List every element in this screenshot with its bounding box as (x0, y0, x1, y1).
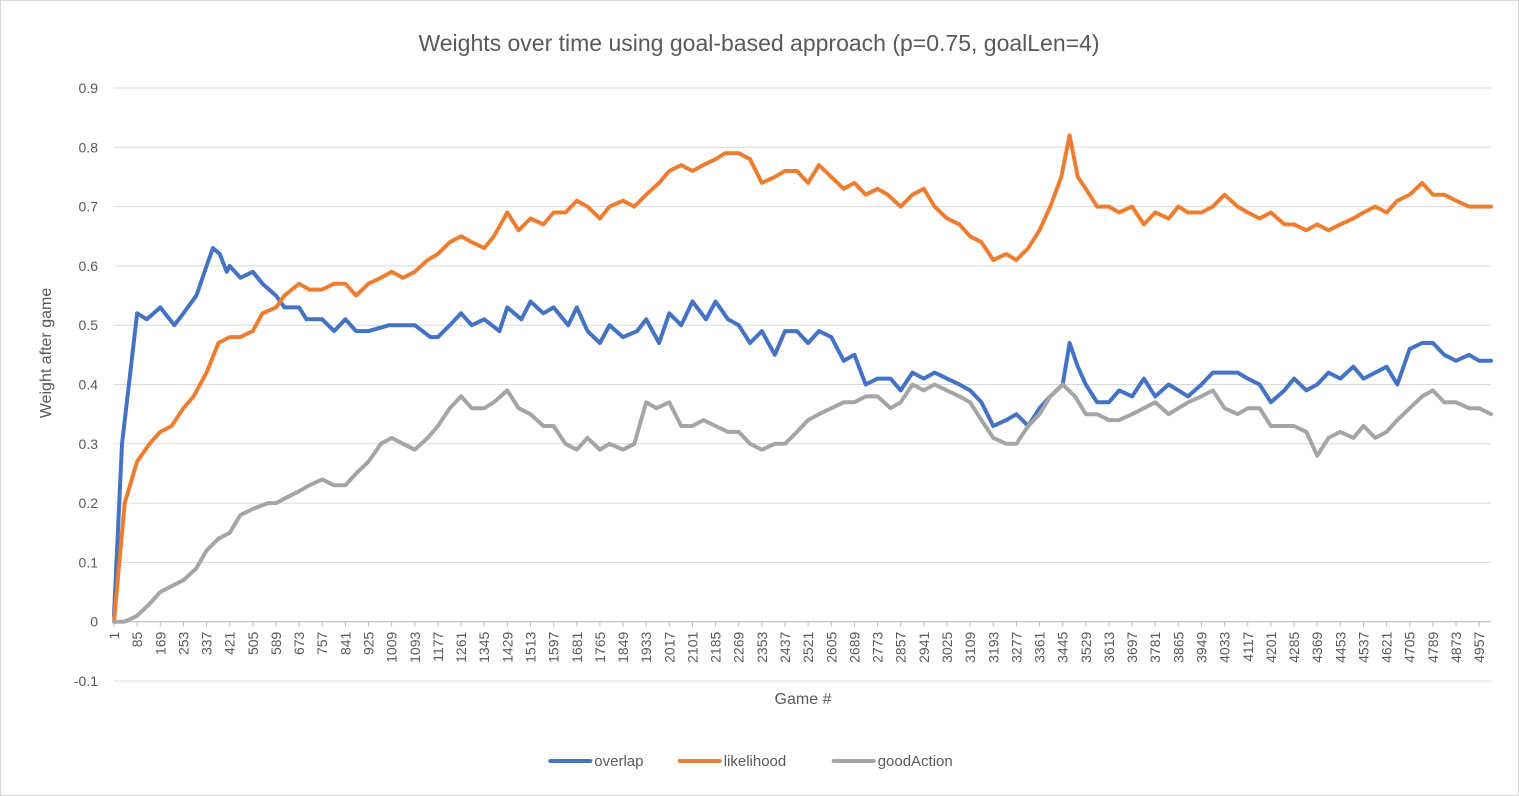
x-tick-label: 1261 (453, 631, 469, 662)
x-tick-label: 1009 (384, 631, 400, 662)
x-tick-label: 4705 (1402, 631, 1418, 662)
x-tick-label: 1093 (407, 631, 423, 662)
y-tick-label: 0.5 (79, 317, 99, 333)
x-tick-label: 2101 (684, 631, 700, 662)
y-tick-label: 0.6 (79, 258, 99, 274)
x-tick-label: 4033 (1217, 631, 1233, 662)
x-tick-label: 2857 (893, 631, 909, 662)
y-tick-label: -0.1 (74, 673, 98, 689)
x-tick-label: 2689 (846, 631, 862, 662)
x-tick-label: 589 (268, 631, 284, 655)
x-tick-label: 1765 (592, 631, 608, 662)
x-tick-label: 2605 (823, 631, 839, 662)
x-tick-label: 4873 (1448, 631, 1464, 662)
x-tick-label: 2269 (731, 631, 747, 662)
x-tick-label: 3697 (1124, 631, 1140, 662)
x-tick-label: 673 (291, 631, 307, 655)
x-tick-label: 1177 (430, 631, 446, 661)
x-tick-label: 421 (222, 631, 238, 655)
x-tick-label: 3529 (1078, 631, 1094, 662)
x-tick-label: 505 (245, 631, 261, 655)
x-tick-label: 3613 (1101, 631, 1117, 662)
x-tick-label: 1933 (638, 631, 654, 662)
x-tick-label: 3025 (939, 631, 955, 662)
x-tick-label: 85 (129, 631, 145, 647)
x-tick-label: 925 (361, 631, 377, 655)
legend-label-goodAction: goodAction (878, 753, 953, 770)
x-tick-label: 253 (175, 631, 191, 655)
legend-label-likelihood: likelihood (724, 753, 787, 770)
x-tick-label: 3445 (1055, 631, 1071, 662)
x-tick-label: 4201 (1263, 631, 1279, 662)
y-tick-label: 0.4 (79, 377, 99, 393)
x-tick-label: 1429 (499, 631, 515, 662)
x-tick-label: 2353 (754, 631, 770, 662)
y-tick-label: 0.1 (79, 554, 99, 570)
y-axis-title: Weight after game (38, 288, 55, 419)
x-tick-label: 2521 (800, 631, 816, 662)
x-tick-label: 841 (337, 631, 353, 655)
x-tick-label: 3193 (985, 631, 1001, 662)
legend: overlap likelihood goodAction (548, 753, 953, 770)
x-tick-label: 2017 (661, 631, 677, 662)
x-tick-label: 1 (106, 631, 122, 639)
x-tick-label: 4369 (1309, 631, 1325, 662)
x-tick-label: 1597 (546, 631, 562, 662)
series-line-overlap (112, 246, 1493, 618)
x-tick-label: 4537 (1355, 631, 1371, 662)
x-tick-label: 1345 (476, 631, 492, 662)
x-tick-label: 3865 (1170, 631, 1186, 662)
legend-label-overlap: overlap (594, 753, 643, 770)
x-tick-label: 1681 (569, 631, 585, 662)
x-tick-label: 2437 (777, 631, 793, 662)
y-tick-label: 0.9 (79, 80, 99, 96)
x-tick-label: 1849 (615, 631, 631, 662)
x-tick-label: 169 (152, 631, 168, 655)
x-tick-label: 4117 (1240, 631, 1256, 661)
x-tick-label: 2773 (870, 631, 886, 662)
x-tick-label: 2185 (708, 631, 724, 662)
x-tick-label: 4285 (1286, 631, 1302, 662)
x-tick-label: 3781 (1147, 631, 1163, 662)
series-line-likelihood (112, 133, 1493, 624)
y-tick-label: 0.2 (79, 495, 99, 511)
x-tick-label: 3949 (1193, 631, 1209, 662)
y-tick-label: 0.8 (79, 139, 99, 155)
x-tick-label: 3109 (962, 631, 978, 662)
series-line-goodAction (112, 382, 1493, 624)
x-tick-label: 337 (199, 631, 215, 655)
series-lines (112, 133, 1493, 624)
x-tick-label: 1513 (522, 631, 538, 662)
y-axis-ticks: -0.1 0 0.1 0.2 0.3 0.4 0.5 0.6 0.7 0.8 0.9 (74, 80, 98, 689)
y-tick-label: 0.3 (79, 436, 99, 452)
x-tick-label: 2941 (916, 631, 932, 662)
x-tick-label: 4453 (1332, 631, 1348, 662)
x-tick-label: 4789 (1425, 631, 1441, 662)
y-tick-label: 0 (90, 614, 98, 630)
x-tick-label: 3277 (1008, 631, 1024, 662)
y-tick-label: 0.7 (79, 199, 99, 215)
x-axis-ticks: 1 85 169 253 337 421 505 589 673 757 841 925 1009 109… (106, 621, 1487, 663)
x-tick-label: 4957 (1471, 631, 1487, 662)
x-tick-label: 4621 (1379, 631, 1395, 662)
x-tick-label: 757 (314, 631, 330, 655)
gridlines (114, 87, 1491, 682)
x-tick-label: 3361 (1032, 631, 1048, 662)
x-axis-title: Game # (775, 691, 832, 708)
chart-title: Weights over time using goal-based appro… (418, 30, 1099, 56)
